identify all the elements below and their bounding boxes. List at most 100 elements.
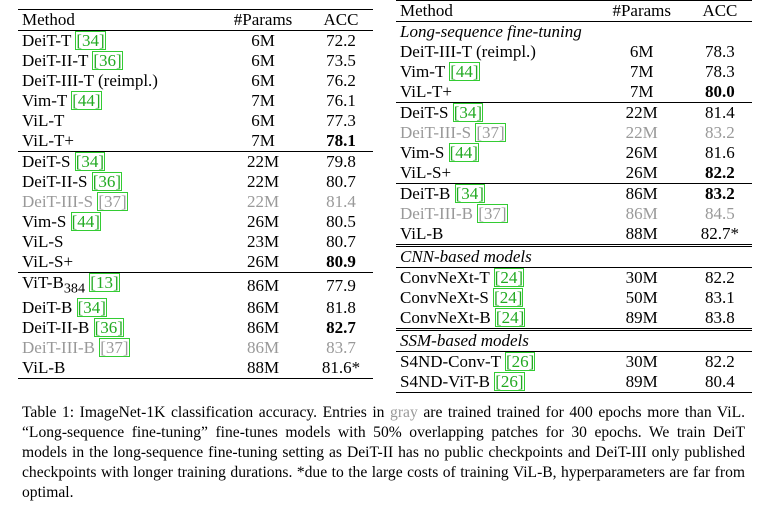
- method-cell: DeiT-S [34]: [396, 102, 596, 123]
- header-cell: #Params: [595, 0, 688, 22]
- table-row: ConvNeXt-B [24] 89M 83.8: [396, 308, 752, 330]
- table-row: Vim-S [44] 26M 81.6: [396, 143, 752, 163]
- citation: [36]: [91, 172, 123, 191]
- acc-value: 83.1: [705, 288, 735, 307]
- header-cell: ACC: [687, 0, 752, 22]
- acc-cell: 82.2: [687, 351, 752, 372]
- acc-cell: 83.7: [309, 338, 373, 358]
- acc-value: 83.8: [705, 308, 735, 327]
- acc-cell: 81.4: [687, 102, 752, 123]
- acc-value: 79.8: [326, 152, 356, 171]
- acc-cell: 81.4: [309, 192, 373, 212]
- caption-text: are trained trained for 400 epochs more …: [22, 404, 745, 501]
- method-name: S4ND-Conv-T: [400, 352, 501, 371]
- method-name: S4ND-ViT-B: [400, 372, 490, 391]
- table-row: DeiT-III-B [37] 86M 83.7: [18, 338, 373, 358]
- acc-cell: 83.8: [688, 308, 752, 330]
- method-name: Vim-T: [400, 62, 445, 81]
- method-cell: ViL-B: [396, 224, 596, 246]
- method-cell: DeiT-B [34]: [396, 183, 596, 204]
- citation: [34]: [75, 31, 106, 50]
- params-cell: 6M: [251, 111, 275, 130]
- method-cell: DeiT-II-B [36]: [18, 318, 217, 338]
- params-cell: 7M: [629, 62, 654, 81]
- citation: [26]: [505, 352, 536, 371]
- acc-value: 82.2: [705, 268, 735, 287]
- params-cell: 50M: [625, 288, 658, 307]
- table-row: DeiT-S [34] 22M 81.4: [396, 102, 752, 123]
- table-row: ViL-T+ 7M 78.1: [18, 131, 373, 152]
- params-cell: 89M: [595, 372, 688, 393]
- header-row: Method #Params ACC: [18, 9, 373, 31]
- header-cell: ACC: [309, 9, 373, 31]
- params-cell: 30M: [595, 267, 688, 288]
- caption-text: Table 1: ImageNet-1K classification accu…: [22, 404, 391, 421]
- table-row: DeiT-T [34] 6M 72.2: [18, 30, 373, 51]
- params-cell: 22M: [246, 192, 280, 211]
- header-cell: Method: [396, 0, 596, 22]
- acc-value: 78.1: [326, 131, 356, 150]
- method-cell: ViT-B384 [13]: [18, 272, 218, 299]
- acc-value: 81.6: [705, 143, 735, 162]
- method-cell: DeiT-III-S [37]: [396, 123, 596, 143]
- citation: [37]: [477, 204, 508, 223]
- method-cell: DeiT-II-T [36]: [18, 51, 217, 71]
- params-cell: 88M: [625, 224, 658, 243]
- acc-cell: 83.2: [688, 123, 752, 143]
- method-name: Vim-S: [400, 143, 445, 162]
- citation: [44]: [449, 62, 480, 81]
- table-row: DeiT-III-B [37] 86M 84.5: [396, 204, 752, 224]
- method-cell: ConvNeXt-B [24]: [396, 308, 596, 330]
- citation: [13]: [89, 273, 120, 292]
- acc-cell: 76.2: [309, 71, 373, 91]
- method-name: DeiT-III-S: [22, 192, 94, 211]
- acc-value: 80.9: [326, 252, 356, 271]
- method-cell: ViL-S+: [396, 163, 596, 184]
- table-row: ViL-B 88M 82.7*: [396, 224, 752, 246]
- acc-cell: 83.1: [688, 288, 752, 308]
- citation: [24]: [494, 308, 526, 327]
- acc-value: 82.2: [705, 163, 735, 182]
- citation: [37]: [99, 338, 130, 358]
- method-name: ConvNeXt-S: [400, 288, 489, 307]
- acc-cell: 73.5: [309, 51, 373, 71]
- method-cell: DeiT-S [34]: [18, 151, 218, 172]
- acc-cell: 72.2: [309, 30, 373, 51]
- method-name: DeiT-S: [22, 152, 71, 171]
- acc-value: 77.9: [326, 275, 356, 295]
- header-cell: Method: [18, 9, 218, 31]
- section-title: CNN-based models: [396, 244, 752, 268]
- citation: [37]: [475, 123, 506, 142]
- params-cell: 26M: [625, 143, 658, 162]
- acc-cell: 82.7*: [688, 224, 752, 246]
- method-subscript: 384: [63, 280, 86, 297]
- acc-cell: 82.2: [687, 267, 752, 288]
- method-name: ViL-S+: [400, 163, 452, 182]
- acc-cell: 80.7: [309, 172, 373, 192]
- section-row: CNN-based models: [396, 244, 752, 268]
- acc-cell: 77.3: [309, 111, 373, 131]
- acc-cell: 78.1: [309, 131, 373, 152]
- acc-value: 77.3: [326, 111, 356, 130]
- method-name: ViL-B: [22, 358, 66, 378]
- acc-cell: 80.0: [688, 82, 752, 103]
- method-name: DeiT-III-S: [400, 123, 472, 142]
- table-row: DeiT-II-T [36] 6M 73.5: [18, 51, 373, 71]
- acc-cell: 80.9: [309, 252, 373, 273]
- section-title: Long-sequence fine-tuning: [396, 21, 752, 42]
- acc-value: 84.5: [705, 204, 735, 223]
- params-cell: 6M: [217, 30, 310, 51]
- method-name: DeiT-S: [400, 103, 449, 122]
- table-row: DeiT-B [34] 86M 81.8: [18, 298, 373, 318]
- citation: [24]: [493, 268, 524, 287]
- acc-value: 76.1: [326, 91, 356, 110]
- table-row: DeiT-II-S [36] 22M 80.7: [18, 172, 373, 192]
- params-cell: 86M: [246, 318, 280, 338]
- method-cell: Vim-S [44]: [18, 212, 217, 232]
- caption-text: gray: [390, 404, 418, 421]
- method-cell: Vim-S [44]: [396, 143, 596, 163]
- table-row: ViT-B384 [13] 86M 77.9: [18, 272, 373, 299]
- table-row: ConvNeXt-S [24] 50M 83.1: [396, 288, 752, 308]
- method-cell: ViL-T: [18, 111, 217, 131]
- citation: [36]: [93, 318, 124, 338]
